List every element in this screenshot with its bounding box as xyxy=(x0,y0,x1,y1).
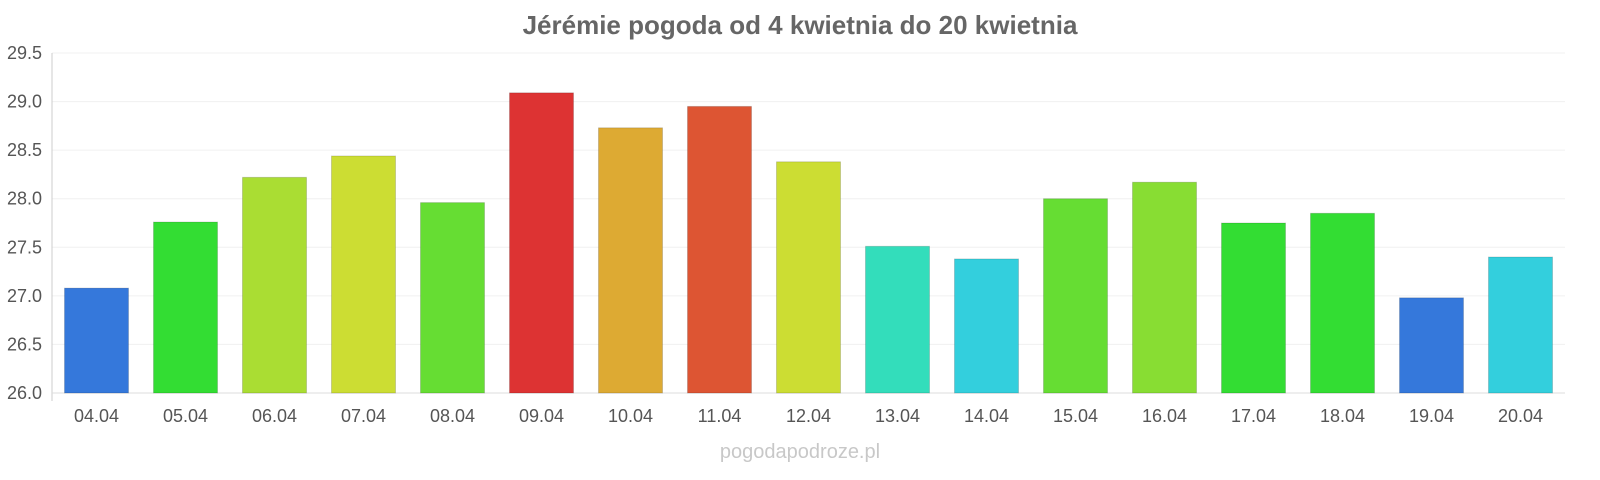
y-tick-label: 27.0 xyxy=(7,286,42,306)
bar-10.04 xyxy=(598,127,663,394)
bar-17.04 xyxy=(1221,222,1286,394)
bar-19.04 xyxy=(1399,297,1464,394)
x-tick-label: 07.04 xyxy=(341,406,386,426)
y-tick-label: 29.0 xyxy=(7,92,42,112)
bar-16.04 xyxy=(1132,181,1197,394)
bar-05.04 xyxy=(153,221,218,394)
x-tick-label: 17.04 xyxy=(1231,406,1276,426)
bar-07.04 xyxy=(331,155,396,394)
bar-13.04 xyxy=(865,245,930,394)
bar-09.04 xyxy=(509,92,574,394)
source-credit: pogodapodroze.pl xyxy=(719,441,881,463)
y-tick-label: 28.0 xyxy=(7,189,42,209)
bar-14.04 xyxy=(954,258,1019,394)
bar-12.04 xyxy=(776,161,841,394)
x-tick-label: 11.04 xyxy=(698,406,742,426)
x-tick-label: 20.04 xyxy=(1498,406,1543,426)
y-tick-label: 28.5 xyxy=(7,140,42,160)
x-tick-label: 14.04 xyxy=(964,406,1009,426)
bar-04.04 xyxy=(64,287,129,394)
x-tick-label: 09.04 xyxy=(519,406,564,426)
bar-08.04 xyxy=(420,202,485,394)
x-tick-label: 12.04 xyxy=(786,406,831,426)
bar-06.04 xyxy=(242,176,307,394)
x-tick-label: 08.04 xyxy=(430,406,475,426)
y-tick-label: 26.5 xyxy=(7,334,42,354)
x-tick-label: 15.04 xyxy=(1053,406,1098,426)
x-tick-label: 10.04 xyxy=(608,406,653,426)
bar-15.04 xyxy=(1043,198,1108,394)
bar-20.04 xyxy=(1488,256,1553,394)
x-tick-label: 04.04 xyxy=(74,406,119,426)
x-tick-label: 19.04 xyxy=(1409,406,1454,426)
x-tick-label: 18.04 xyxy=(1320,406,1365,426)
chart-title: Jérémie pogoda od 4 kwietnia do 20 kwiet… xyxy=(522,10,1078,40)
y-tick-label: 29.5 xyxy=(7,43,42,63)
y-tick-label: 27.5 xyxy=(7,237,42,257)
y-tick-label: 26.0 xyxy=(7,383,42,403)
x-tick-label: 06.04 xyxy=(252,406,297,426)
bar-11.04 xyxy=(687,105,752,394)
x-tick-label: 05.04 xyxy=(163,406,208,426)
bar-18.04 xyxy=(1310,212,1375,394)
x-tick-label: 13.04 xyxy=(875,406,920,426)
x-tick-label: 16.04 xyxy=(1142,406,1187,426)
